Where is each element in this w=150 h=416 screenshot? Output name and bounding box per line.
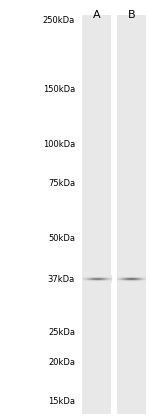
- Text: 75kDa: 75kDa: [48, 179, 75, 188]
- Text: 20kDa: 20kDa: [48, 358, 75, 367]
- Bar: [82, 15, 111, 414]
- Text: B: B: [128, 10, 135, 20]
- Text: 37kDa: 37kDa: [48, 275, 75, 284]
- Text: 100kDa: 100kDa: [43, 140, 75, 149]
- Text: 250kDa: 250kDa: [43, 16, 75, 25]
- Text: A: A: [93, 10, 100, 20]
- Text: 25kDa: 25kDa: [48, 328, 75, 337]
- Text: 50kDa: 50kDa: [48, 234, 75, 243]
- Text: 15kDa: 15kDa: [48, 397, 75, 406]
- Text: 150kDa: 150kDa: [43, 85, 75, 94]
- Bar: [117, 15, 146, 414]
